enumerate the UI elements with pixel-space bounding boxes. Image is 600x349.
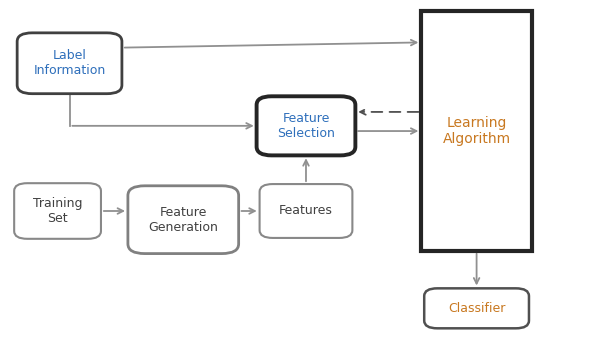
Text: Feature
Generation: Feature Generation xyxy=(148,206,218,234)
FancyBboxPatch shape xyxy=(424,288,529,328)
Text: Features: Features xyxy=(279,205,333,217)
Bar xyxy=(421,11,532,251)
FancyBboxPatch shape xyxy=(260,184,352,238)
FancyBboxPatch shape xyxy=(17,33,122,94)
Text: Learning
Algorithm: Learning Algorithm xyxy=(443,116,511,146)
FancyBboxPatch shape xyxy=(257,96,355,155)
Text: Feature
Selection: Feature Selection xyxy=(277,112,335,140)
FancyBboxPatch shape xyxy=(14,183,101,239)
Text: Training
Set: Training Set xyxy=(33,197,82,225)
Text: Classifier: Classifier xyxy=(448,302,505,315)
FancyBboxPatch shape xyxy=(128,186,239,254)
Text: Label
Information: Label Information xyxy=(34,49,106,77)
